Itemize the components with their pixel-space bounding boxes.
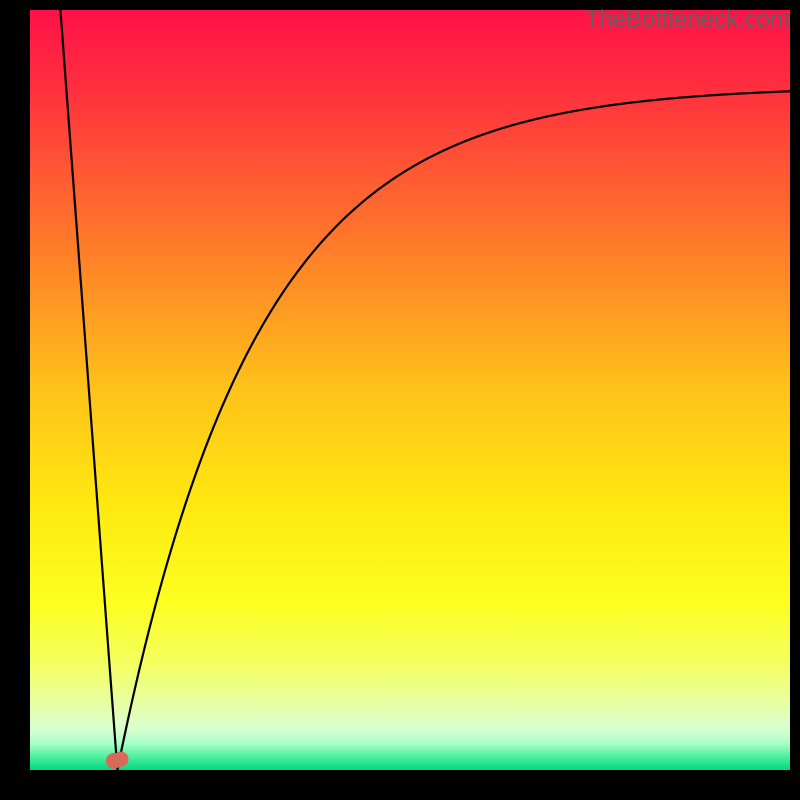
curve-layer <box>30 10 790 770</box>
watermark-text: TheBottleneck.com <box>585 6 790 34</box>
bottleneck-chart: TheBottleneck.com <box>0 0 800 800</box>
plot-area <box>30 10 790 770</box>
optimum-marker <box>106 752 129 769</box>
bottleneck-curve <box>60 10 790 770</box>
